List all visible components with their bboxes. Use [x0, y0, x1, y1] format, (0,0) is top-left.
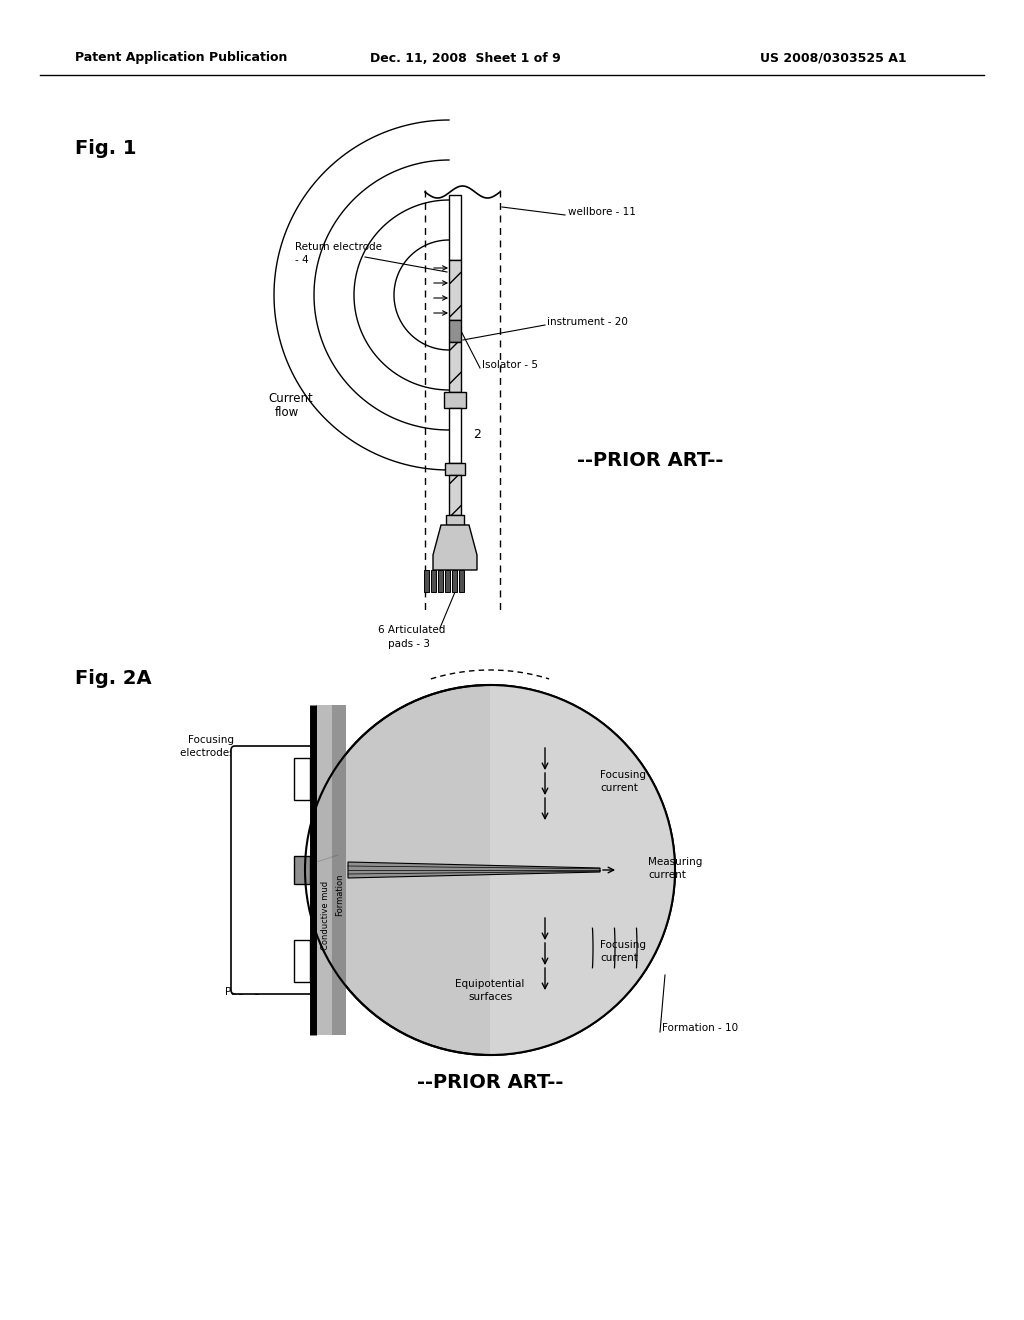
Bar — [449, 475, 461, 515]
Circle shape — [305, 685, 675, 1055]
Text: Focusing: Focusing — [188, 735, 234, 744]
Text: Isolator - 5: Isolator - 5 — [482, 360, 538, 370]
Text: Electrode - 22: Electrode - 22 — [238, 855, 310, 866]
Bar — [332, 705, 346, 1035]
Bar — [446, 515, 464, 525]
Text: Patent Application Publication: Patent Application Publication — [75, 51, 288, 65]
Bar — [445, 463, 465, 475]
Text: US 2008/0303525 A1: US 2008/0303525 A1 — [760, 51, 906, 65]
Text: flow: flow — [275, 405, 299, 418]
Text: --PRIOR ART--: --PRIOR ART-- — [417, 1072, 563, 1092]
Text: instrument - 20: instrument - 20 — [547, 317, 628, 327]
Bar — [294, 855, 310, 884]
Text: Dec. 11, 2008  Sheet 1 of 9: Dec. 11, 2008 Sheet 1 of 9 — [370, 51, 561, 65]
Text: pads - 3: pads - 3 — [388, 639, 430, 649]
Bar — [294, 758, 310, 800]
Text: Return electrode: Return electrode — [295, 242, 382, 252]
Text: Focusing: Focusing — [600, 940, 646, 950]
Text: Formation: Formation — [336, 874, 344, 916]
Text: Focusing: Focusing — [600, 770, 646, 780]
Bar — [449, 319, 461, 342]
Bar — [438, 570, 443, 591]
Text: Conductive mud: Conductive mud — [321, 880, 330, 949]
FancyBboxPatch shape — [231, 746, 314, 994]
Text: current: current — [648, 870, 686, 880]
Bar — [459, 570, 464, 591]
Text: wellbore - 11: wellbore - 11 — [568, 207, 636, 216]
Text: Fig. 1: Fig. 1 — [75, 139, 136, 157]
Text: surfaces: surfaces — [468, 993, 512, 1002]
Bar — [316, 705, 332, 1035]
Bar — [452, 570, 457, 591]
Text: current: current — [600, 953, 638, 964]
Text: Sensor: Sensor — [248, 843, 284, 853]
Bar — [445, 570, 450, 591]
Text: Pad - 3: Pad - 3 — [225, 987, 261, 997]
Bar — [449, 195, 461, 260]
Polygon shape — [490, 685, 675, 1055]
Text: Fig. 2A: Fig. 2A — [75, 668, 152, 688]
Text: --PRIOR ART--: --PRIOR ART-- — [577, 450, 723, 470]
Text: electrodes - 6: electrodes - 6 — [180, 748, 252, 758]
Text: Equipotential: Equipotential — [455, 979, 524, 989]
Bar — [449, 260, 461, 319]
Bar — [431, 570, 436, 591]
Text: Measuring: Measuring — [648, 857, 702, 867]
Polygon shape — [433, 525, 477, 570]
Bar — [449, 408, 461, 463]
Polygon shape — [348, 862, 600, 878]
Bar — [444, 392, 466, 408]
Text: current: current — [600, 783, 638, 793]
Text: 6 Articulated: 6 Articulated — [378, 624, 445, 635]
Bar — [424, 570, 429, 591]
Text: Formation - 10: Formation - 10 — [662, 1023, 738, 1034]
Text: Current: Current — [268, 392, 312, 404]
Text: - 4: - 4 — [295, 255, 308, 265]
Bar — [294, 940, 310, 982]
Text: 2: 2 — [473, 429, 481, 441]
Bar — [449, 342, 461, 392]
